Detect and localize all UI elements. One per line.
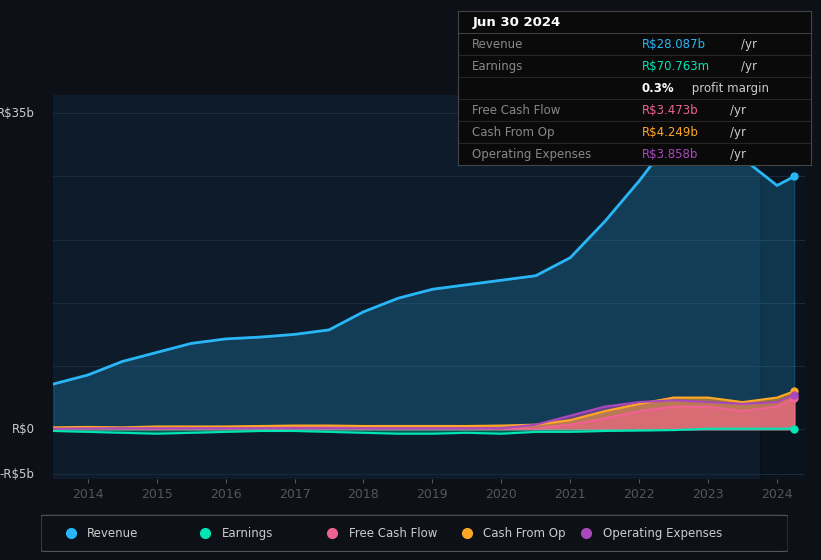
Bar bbox=[759, 95, 805, 479]
Text: R$3.858b: R$3.858b bbox=[642, 148, 698, 161]
Text: Earnings: Earnings bbox=[222, 527, 273, 540]
Text: R$0: R$0 bbox=[11, 423, 34, 436]
Text: /yr: /yr bbox=[730, 148, 746, 161]
Text: Free Cash Flow: Free Cash Flow bbox=[349, 527, 438, 540]
Text: Jun 30 2024: Jun 30 2024 bbox=[472, 16, 561, 29]
Text: Operating Expenses: Operating Expenses bbox=[603, 527, 722, 540]
Text: /yr: /yr bbox=[730, 104, 746, 117]
Text: Operating Expenses: Operating Expenses bbox=[472, 148, 591, 161]
Text: /yr: /yr bbox=[730, 126, 746, 139]
Text: Cash From Op: Cash From Op bbox=[472, 126, 555, 139]
Text: R$28.087b: R$28.087b bbox=[642, 38, 706, 51]
Text: Earnings: Earnings bbox=[472, 60, 524, 73]
Text: R$35b: R$35b bbox=[0, 107, 34, 120]
Text: /yr: /yr bbox=[741, 38, 756, 51]
Text: profit margin: profit margin bbox=[688, 82, 768, 95]
Text: Cash From Op: Cash From Op bbox=[484, 527, 566, 540]
Text: R$3.473b: R$3.473b bbox=[642, 104, 699, 117]
Text: -R$5b: -R$5b bbox=[0, 468, 34, 481]
Text: Revenue: Revenue bbox=[472, 38, 524, 51]
Text: R$4.249b: R$4.249b bbox=[642, 126, 699, 139]
Text: Revenue: Revenue bbox=[87, 527, 139, 540]
Text: Free Cash Flow: Free Cash Flow bbox=[472, 104, 561, 117]
Text: R$70.763m: R$70.763m bbox=[642, 60, 710, 73]
Text: /yr: /yr bbox=[741, 60, 756, 73]
Text: 0.3%: 0.3% bbox=[642, 82, 674, 95]
